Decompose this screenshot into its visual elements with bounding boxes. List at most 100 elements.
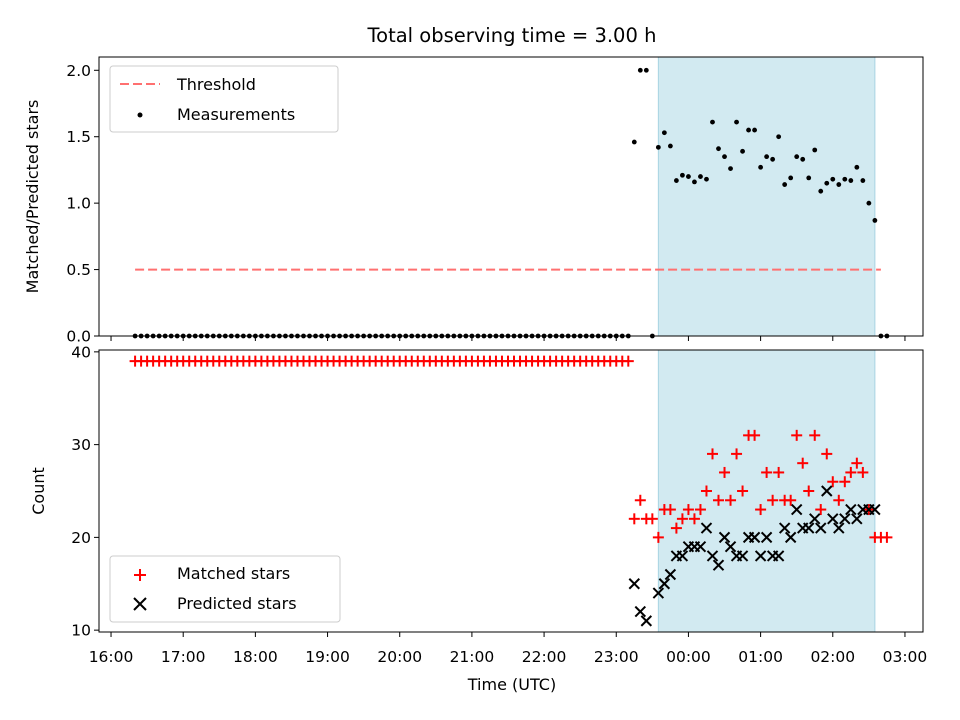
predicted-star-point: [706, 550, 719, 562]
matched-star-point: [634, 494, 646, 506]
count-panel: 10 20 30 40 16:00 17:00 18:00 19:00 20:00 21:00 2…: [29, 343, 927, 694]
observing-window-shade-count: [657, 349, 876, 633]
matched-star-point: [725, 494, 737, 506]
matched-star-point: [815, 504, 827, 516]
ratio-y-axis-label: Matched/Predicted stars: [23, 100, 42, 294]
predicted-star-point: [736, 550, 749, 562]
matched-star-point: [682, 504, 694, 516]
measurement-point: [734, 119, 739, 125]
predicted-star-point: [784, 531, 797, 544]
predicted-star-point: [724, 540, 737, 553]
matched-star-point: [797, 457, 809, 469]
observing-window-shade: [657, 56, 876, 337]
predicted-star-point: [694, 540, 707, 553]
x-tick-label: 23:00: [594, 648, 639, 666]
count-points: [129, 355, 893, 627]
legend-threshold-label: Threshold: [176, 75, 256, 94]
measurement-point: [830, 176, 836, 182]
x-tick-label: 02:00: [810, 648, 855, 666]
x-axis-label: Time (UTC): [467, 675, 556, 694]
predicted-star-point: [821, 485, 833, 497]
ratio-y-tick-label: 1.5: [66, 128, 91, 146]
measurement-point: [854, 164, 860, 170]
ratio-y-tick-label: 0.5: [66, 261, 91, 279]
predicted-star-point: [851, 513, 863, 525]
measurement-point: [770, 156, 776, 162]
matched-star-point: [839, 476, 851, 488]
predicted-star-point: [827, 513, 839, 525]
measurement-point: [692, 179, 697, 185]
measurement-point: [824, 180, 830, 186]
predicted-star-point: [628, 578, 641, 590]
x-tick-label: 18:00: [233, 648, 278, 666]
count-legend-box: [109, 555, 341, 623]
x-tick-label: 03:00: [883, 648, 928, 666]
matched-star-point: [737, 485, 749, 497]
predicted-star-point: [748, 531, 761, 544]
measurement-point: [740, 148, 745, 154]
predicted-star-point: [845, 503, 857, 516]
measurement-point: [788, 175, 794, 181]
predicted-star-point: [664, 568, 677, 581]
predicted-star-point: [658, 578, 671, 590]
matched-star-point: [646, 513, 658, 525]
measurement-point: [680, 172, 685, 178]
matched-star-point: [676, 513, 688, 525]
ratio-legend: Threshold Measurements: [109, 65, 339, 133]
legend-measurements-label: Measurements: [177, 105, 295, 124]
matched-star-point: [706, 448, 718, 460]
ratio-panel: 0.00.51.01.52.0 Matched/Predicted stars …: [23, 56, 924, 346]
matched-star-point: [694, 504, 706, 516]
legend-matched-swatch: [134, 569, 146, 581]
measurement-point: [674, 178, 679, 183]
matched-star-point: [809, 429, 821, 441]
measurement-point: [698, 174, 703, 179]
measurement-point: [643, 67, 649, 73]
chart-title: Total observing time = 3.00 h: [367, 24, 657, 47]
matched-star-point: [731, 448, 743, 460]
matched-star-point: [851, 457, 863, 469]
predicted-star-point: [634, 605, 647, 618]
count-y-tick-label: 10: [71, 622, 91, 640]
predicted-star-point: [718, 531, 731, 544]
matched-star-point: [719, 466, 731, 478]
predicted-star-point: [809, 513, 821, 525]
measurement-point: [806, 175, 812, 181]
measurement-point: [800, 156, 806, 162]
matched-star-point: [857, 466, 869, 478]
matched-star-point: [713, 494, 725, 506]
predicted-star-point: [815, 522, 827, 534]
measurement-point: [655, 144, 661, 150]
count-x-ticks: 16:00 17:00 18:00 19:00 20:00 21:00 22:00 23:00…: [89, 632, 928, 666]
predicted-star-point: [640, 615, 653, 627]
count-y-tick-label: 20: [71, 529, 91, 547]
measurement-point: [818, 188, 824, 194]
measurement-point: [842, 176, 848, 182]
legend-matched-label: Matched stars: [177, 564, 290, 583]
ratio-legend-box: [109, 65, 339, 133]
predicted-star-point: [869, 503, 881, 516]
x-tick-label: 19:00: [305, 648, 350, 666]
count-y-tick-label: 40: [71, 343, 91, 361]
matched-star-point: [773, 466, 785, 478]
predicted-star-point: [712, 559, 725, 571]
measurement-point: [860, 178, 866, 183]
measurement-point: [794, 154, 800, 160]
predicted-star-point: [803, 522, 815, 534]
matched-star-point: [791, 429, 803, 441]
measurement-point: [667, 143, 673, 149]
measurement-point: [722, 154, 727, 160]
matched-star-point: [767, 494, 779, 506]
ratio-x-ticks: [110, 336, 906, 341]
legend-predicted-label: Predicted stars: [177, 594, 297, 613]
matched-star-point: [821, 448, 833, 460]
predicted-star-point: [833, 522, 845, 534]
ratio-y-tick-label: 2.0: [66, 62, 91, 80]
measurement-point: [836, 182, 842, 187]
x-tick-label: 00:00: [666, 648, 711, 666]
matched-star-point: [688, 513, 700, 525]
measurement-point: [782, 182, 788, 187]
matched-star-point: [670, 522, 682, 534]
ratio-y-tick-label: 0.0: [66, 328, 91, 346]
